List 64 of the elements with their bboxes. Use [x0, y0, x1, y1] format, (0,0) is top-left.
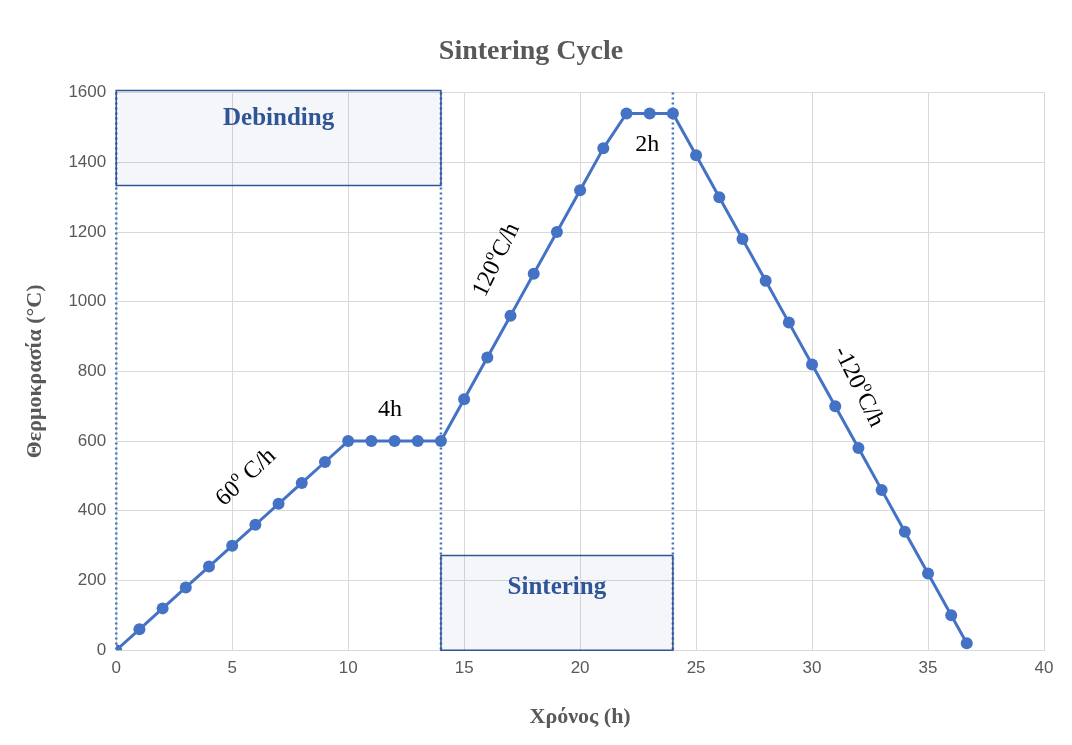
point — [272, 497, 285, 510]
x-tick-label: 30 — [802, 658, 822, 678]
y-tick-label: 200 — [77, 570, 107, 590]
x-tick-label: 40 — [1034, 658, 1054, 678]
annotation: -120oC/h — [829, 341, 891, 431]
point — [226, 539, 239, 552]
point — [829, 400, 842, 413]
y-tick-label: 400 — [77, 500, 107, 520]
annotation: 120oC/h — [466, 218, 524, 301]
point — [643, 107, 656, 120]
y-tick-label: 1000 — [68, 291, 107, 311]
x-tick-label: 5 — [227, 658, 237, 678]
point — [411, 435, 424, 448]
point — [713, 191, 726, 204]
point — [960, 637, 973, 650]
x-tick-label: 25 — [686, 658, 706, 678]
point — [388, 435, 401, 448]
x-tick-label: 20 — [570, 658, 590, 678]
point — [318, 456, 331, 469]
band-label: Debinding — [222, 103, 335, 131]
x-axis-title: Χρόνος (h) — [529, 703, 631, 729]
point — [179, 581, 192, 594]
point — [156, 602, 169, 615]
y-tick-label: 1400 — [68, 151, 107, 171]
annotation: 2h — [635, 130, 660, 157]
annotation: 4h — [377, 395, 402, 422]
x-tick-label: 35 — [918, 658, 938, 678]
point — [782, 316, 795, 329]
point — [365, 435, 378, 448]
point — [504, 309, 517, 322]
point — [898, 525, 911, 538]
band-label: Sintering — [507, 571, 607, 599]
point — [875, 483, 888, 496]
point — [922, 567, 935, 580]
point — [527, 267, 540, 280]
y-axis-title: Θερμοκρασία (°C) — [20, 284, 46, 459]
point — [133, 623, 146, 636]
point — [597, 142, 610, 155]
point — [806, 358, 819, 371]
point — [342, 435, 355, 448]
y-tick-label: 600 — [77, 430, 107, 450]
y-tick-label: 1200 — [68, 221, 107, 241]
point — [434, 435, 447, 448]
point — [203, 560, 215, 573]
point — [736, 232, 749, 245]
y-tick-label: 800 — [77, 361, 107, 381]
point — [690, 149, 703, 162]
point — [620, 107, 633, 120]
annotation: 60o C/h — [209, 441, 281, 511]
point — [249, 518, 262, 531]
point — [458, 393, 471, 406]
chart-title: Sintering Cycle — [438, 34, 624, 66]
point — [852, 442, 865, 455]
x-tick-label: 15 — [454, 658, 474, 678]
y-tick-label: 1600 — [68, 82, 107, 102]
point — [481, 351, 494, 364]
point — [574, 184, 587, 197]
x-tick-label: 0 — [111, 658, 121, 678]
y-tick-label: 0 — [96, 639, 107, 659]
x-tick-label: 10 — [338, 658, 358, 678]
point — [550, 226, 563, 238]
point — [759, 274, 772, 287]
point — [295, 476, 308, 489]
point — [945, 609, 958, 622]
